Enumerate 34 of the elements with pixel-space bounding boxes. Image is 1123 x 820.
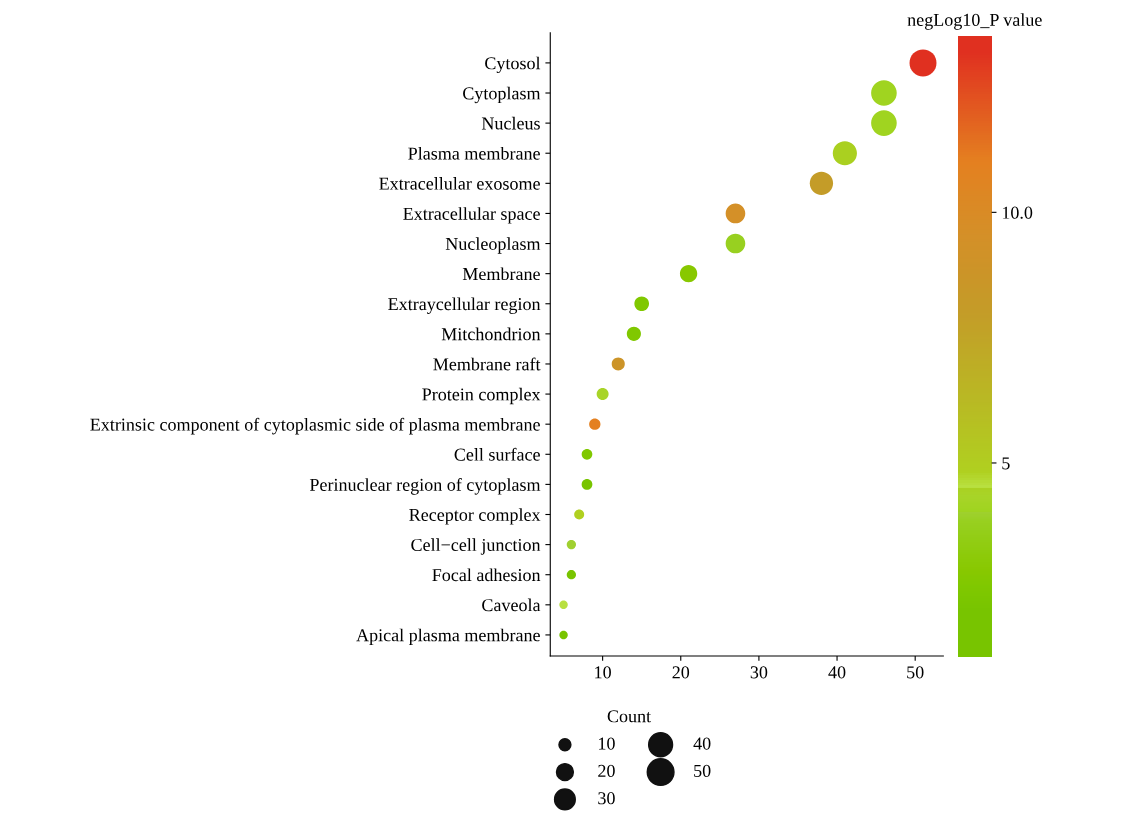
y-tick-label: Caveola [482,598,541,612]
legend-label: 10 [599,737,615,750]
legend-label: 30 [598,792,615,805]
y-tick-label: Protein complex [422,387,541,405]
y-tick-label: Cytoplasm [463,86,541,104]
y-tick-label: Nucleus [481,116,540,130]
color-bar-label: 10.0 [1002,206,1033,219]
color-bar-title: negLog10_P value [907,13,1042,30]
y-tick-label: Cell−cell junction [411,538,541,555]
color-bar-label: 5 [1002,457,1010,470]
legend-title: Count [607,710,651,723]
y-tick-label: Perinuclear region of cytoplasm [309,478,541,495]
legend-label: 20 [598,764,615,777]
y-tick-label: Focal adhesion [432,568,541,582]
legend-label: 40 [693,737,711,750]
y-tick-label: Plasma membrane [408,146,540,160]
y-tick-label: Nucleoplasm [445,237,541,254]
y-tick-label: Receptor complex [409,508,541,525]
legend-label: 50 [694,764,711,777]
x-tick-label: 40 [828,666,846,679]
y-tick-label: Extracellular exosome [379,177,540,190]
x-tick-label: 30 [750,666,768,679]
y-tick-label: Extraycellular region [388,297,541,314]
y-tick-label: Extracellular space [403,207,540,224]
y-tick-label: Mitchondrion [441,327,541,341]
y-tick-label: Extrinsic component of cytoplasmic side of plasma membrane [90,417,540,435]
y-tick-label: Membrane raft [433,357,541,371]
y-tick-label: Membrane [462,267,540,281]
y-tick-label: Apical plasma membrane [356,628,540,646]
y-tick-label: Cell surface [454,447,540,461]
x-tick-label: 20 [672,666,690,679]
x-tick-label: 50 [907,666,924,679]
y-tick-label: Cytosol [485,56,541,74]
x-tick-label: 10 [595,666,611,679]
